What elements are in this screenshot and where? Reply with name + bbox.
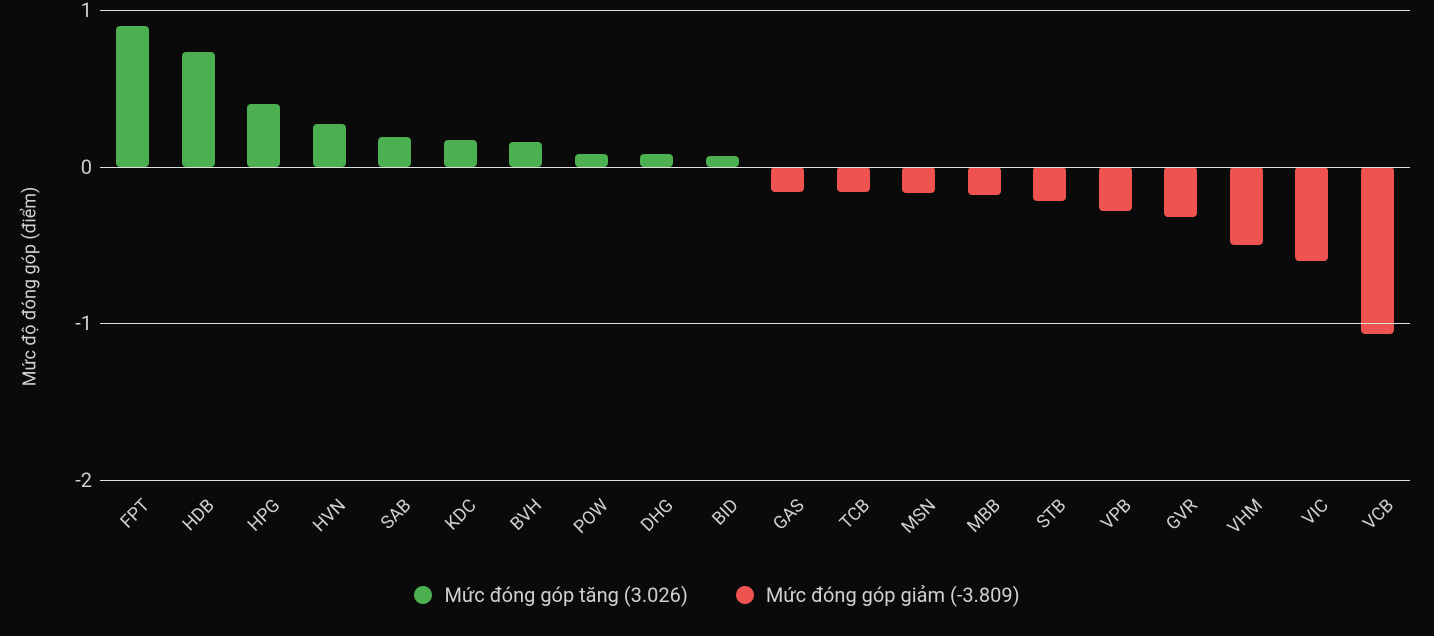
bar-dhg[interactable] xyxy=(640,154,673,167)
y-tick-label: -1 xyxy=(58,311,92,335)
y-tick-label: 1 xyxy=(58,0,92,22)
x-label-fpt: FPT xyxy=(116,495,154,533)
x-label-hvn: HVN xyxy=(309,495,350,536)
x-label-vic: VIC xyxy=(1298,495,1333,530)
gridline xyxy=(100,323,1410,324)
x-label-tcb: TCB xyxy=(836,495,874,533)
x-label-bvh: BVH xyxy=(507,495,547,535)
x-label-vpb: VPB xyxy=(1097,495,1136,534)
gridline xyxy=(100,167,1410,168)
y-tick-label: 0 xyxy=(58,155,92,179)
x-label-dhg: DHG xyxy=(637,495,678,536)
bar-vic[interactable] xyxy=(1295,167,1328,261)
bar-tcb[interactable] xyxy=(837,167,870,192)
bar-vcb[interactable] xyxy=(1361,167,1394,335)
x-label-bid: BID xyxy=(708,495,743,530)
bar-vpb[interactable] xyxy=(1099,167,1132,211)
bar-pow[interactable] xyxy=(575,154,608,167)
x-label-gas: GAS xyxy=(769,495,808,534)
legend-label-negative: Mức đóng góp giảm (-3.809) xyxy=(766,583,1020,607)
bar-msn[interactable] xyxy=(902,167,935,194)
bars-group xyxy=(100,10,1410,480)
x-label-stb: STB xyxy=(1033,495,1071,533)
bar-stb[interactable] xyxy=(1033,167,1066,201)
bar-kdc[interactable] xyxy=(444,140,477,167)
legend-item-negative: Mức đóng góp giảm (-3.809) xyxy=(736,583,1020,607)
legend-label-positive: Mức đóng góp tăng (3.026) xyxy=(444,583,687,607)
contribution-chart: Mức độ đóng góp (điểm) -2 -1 0 1 FPT HDB HPG H… xyxy=(0,0,1434,636)
bar-hpg[interactable] xyxy=(247,104,280,167)
x-label-hdb: HDB xyxy=(179,495,219,535)
bar-bid[interactable] xyxy=(706,156,739,167)
bar-bvh[interactable] xyxy=(509,142,542,167)
x-label-kdc: KDC xyxy=(442,495,481,534)
x-axis-labels: FPT HDB HPG HVN SAB KDC BVH POW DHG BID GAS TCB MSN M… xyxy=(100,495,1410,555)
x-label-vhm: VHM xyxy=(1224,495,1267,538)
bar-gas[interactable] xyxy=(771,167,804,192)
x-label-mbb: MBB xyxy=(963,495,1005,537)
bar-vhm[interactable] xyxy=(1230,167,1263,245)
legend-item-positive: Mức đóng góp tăng (3.026) xyxy=(414,583,687,607)
y-axis-label: Mức độ đóng góp (điểm) xyxy=(19,187,40,387)
x-label-sab: SAB xyxy=(377,495,416,534)
x-label-hpg: HPG xyxy=(244,495,285,536)
bar-hvn[interactable] xyxy=(313,124,346,166)
x-label-pow: POW xyxy=(569,495,612,538)
legend-swatch-positive xyxy=(414,586,432,604)
legend: Mức đóng góp tăng (3.026) Mức đóng góp g… xyxy=(0,583,1434,608)
bar-gvr[interactable] xyxy=(1164,167,1197,217)
x-label-vcb: VCB xyxy=(1359,495,1398,534)
bar-sab[interactable] xyxy=(378,137,411,167)
x-label-gvr: GVR xyxy=(1162,495,1201,534)
gridline xyxy=(100,10,1410,11)
gridline xyxy=(100,480,1410,481)
bar-hdb[interactable] xyxy=(182,52,215,166)
x-label-msn: MSN xyxy=(897,495,940,538)
bar-mbb[interactable] xyxy=(968,167,1001,195)
bar-fpt[interactable] xyxy=(116,26,149,167)
legend-swatch-negative xyxy=(736,586,754,604)
y-tick-label: -2 xyxy=(58,468,92,492)
plot-area xyxy=(100,10,1410,480)
